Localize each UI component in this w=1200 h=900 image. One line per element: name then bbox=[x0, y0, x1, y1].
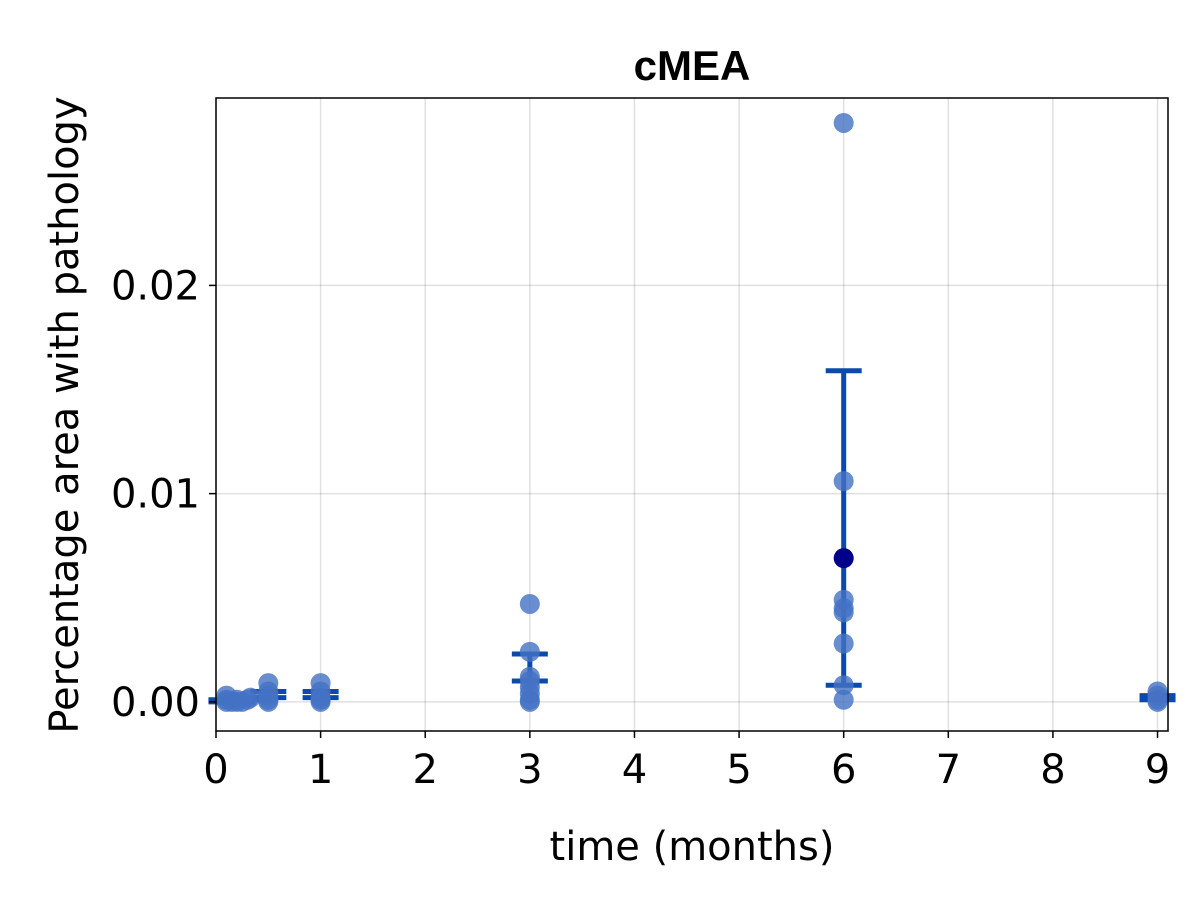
y-axis-label: Percentage area with pathology bbox=[42, 96, 88, 733]
x-tick-label: 1 bbox=[308, 747, 333, 793]
y-tick-label: 0.02 bbox=[111, 263, 200, 309]
data-point bbox=[520, 594, 540, 614]
data-point bbox=[241, 688, 261, 708]
data-point bbox=[834, 113, 854, 133]
x-tick-label: 0 bbox=[203, 747, 228, 793]
data-point bbox=[1148, 692, 1168, 712]
x-tick-label: 8 bbox=[1040, 747, 1065, 793]
x-tick-label: 6 bbox=[831, 747, 856, 793]
x-tick-label: 4 bbox=[622, 747, 647, 793]
y-tick-label: 0.01 bbox=[111, 472, 200, 518]
mean-point bbox=[834, 548, 854, 568]
data-point bbox=[520, 642, 540, 662]
data-point bbox=[258, 692, 278, 712]
x-tick-label: 7 bbox=[936, 747, 961, 793]
data-point bbox=[520, 692, 540, 712]
x-tick-label: 9 bbox=[1145, 747, 1170, 793]
data-point bbox=[834, 602, 854, 622]
data-point bbox=[834, 471, 854, 491]
x-tick-label: 2 bbox=[413, 747, 438, 793]
chart-title: cMEA bbox=[634, 42, 751, 89]
data-point bbox=[834, 690, 854, 710]
data-point bbox=[311, 692, 331, 712]
x-tick-label: 5 bbox=[726, 747, 751, 793]
x-axis-label: time (months) bbox=[550, 824, 835, 870]
data-point bbox=[834, 634, 854, 654]
y-tick-label: 0.00 bbox=[111, 680, 200, 726]
x-tick-label: 3 bbox=[517, 747, 542, 793]
